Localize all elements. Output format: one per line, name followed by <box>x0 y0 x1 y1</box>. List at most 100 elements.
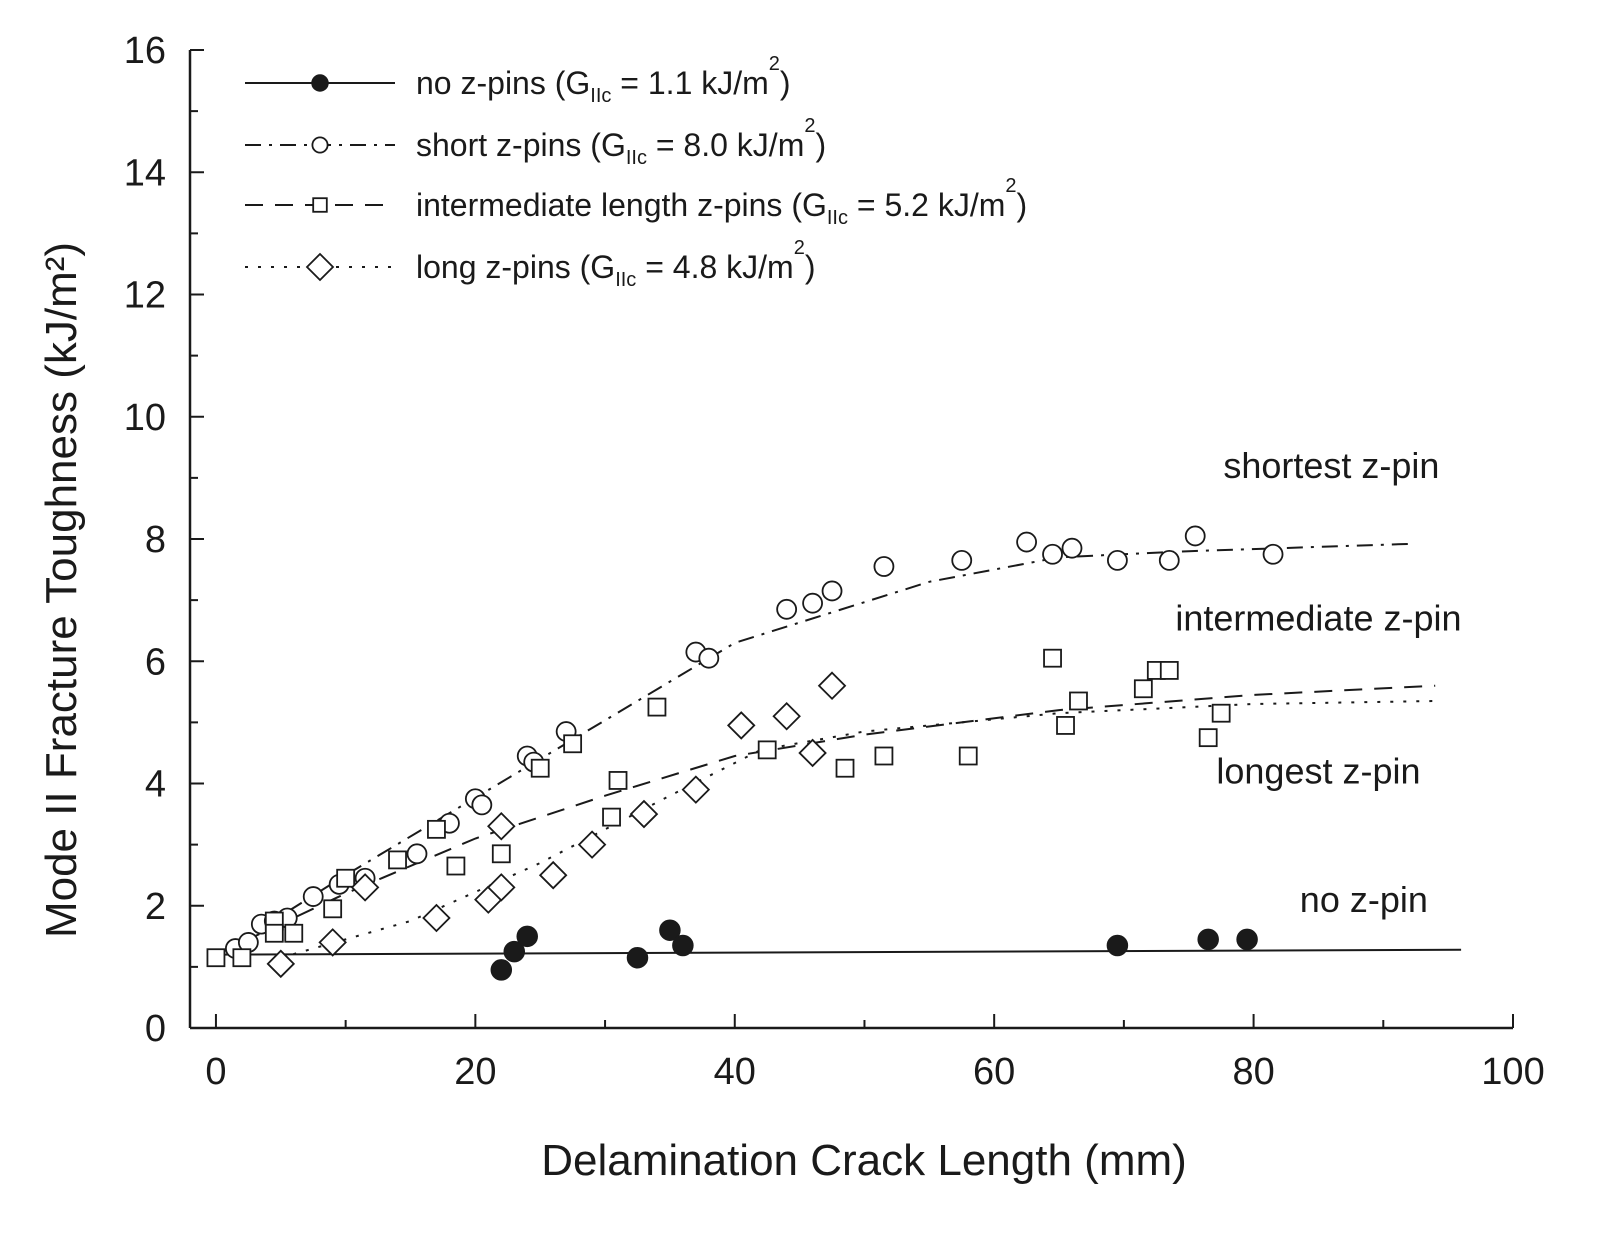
open-square-marker <box>602 807 621 827</box>
open-square-marker <box>874 746 894 766</box>
open-diamond-marker <box>422 903 451 933</box>
x-tick-label: 80 <box>1232 1051 1274 1093</box>
open-diamond-marker <box>681 775 711 804</box>
filled-circle-marker <box>672 934 694 957</box>
open-circle-marker <box>1016 531 1038 553</box>
open-circle-marker <box>1061 537 1083 559</box>
open-square-marker <box>835 758 855 778</box>
open-diamond-marker <box>772 701 801 731</box>
open-square-marker <box>336 868 356 888</box>
filled-circle-marker <box>311 74 329 92</box>
open-square-marker <box>608 771 628 790</box>
open-square-marker <box>323 899 343 919</box>
open-diamond-marker <box>726 711 756 740</box>
open-square-marker <box>958 746 978 766</box>
x-tick-label: 40 <box>714 1051 756 1093</box>
open-diamond-marker <box>350 873 380 902</box>
filled-circle-marker <box>659 919 681 941</box>
series-1-fit-line <box>228 542 1410 950</box>
open-circle-marker <box>471 794 493 816</box>
open-square-marker <box>757 740 777 760</box>
open-square-marker <box>1211 703 1231 723</box>
open-square-marker <box>1043 648 1062 668</box>
y-tick-label: 2 <box>145 886 166 928</box>
open-square-marker <box>427 819 446 839</box>
open-diamond-marker <box>629 799 659 829</box>
open-square-marker <box>647 697 667 717</box>
open-square-marker <box>232 948 252 968</box>
series-2-fit-line <box>215 684 1436 956</box>
y-tick-label: 16 <box>124 30 166 72</box>
y-tick-label: 6 <box>145 641 166 683</box>
y-tick-label: 10 <box>124 397 166 439</box>
legend-label-3: long z-pins (GIIc = 4.8 kJ/m2) <box>416 237 815 291</box>
open-circle-marker <box>951 549 973 571</box>
filled-circle-marker <box>1106 934 1129 957</box>
open-diamond-marker <box>318 928 347 957</box>
open-diamond-marker <box>798 738 827 768</box>
open-circle-marker <box>873 556 895 577</box>
open-square-marker <box>1159 661 1179 680</box>
x-tick-label: 20 <box>454 1051 496 1093</box>
filled-circle-marker <box>516 925 538 948</box>
open-circle-marker <box>1042 543 1063 565</box>
open-diamond-marker <box>487 812 516 841</box>
annotation-label: shortest z-pin <box>1223 445 1439 486</box>
open-square-marker <box>1198 728 1218 748</box>
open-square-marker <box>206 948 226 968</box>
open-square-marker <box>388 850 407 870</box>
x-tick-label: 0 <box>205 1051 226 1093</box>
open-circle-marker <box>311 136 329 154</box>
open-square-marker <box>1056 716 1075 735</box>
open-circle-marker <box>1184 525 1206 547</box>
y-tick-label: 0 <box>145 1008 166 1050</box>
y-axis-title: Mode II Fracture Toughness (kJ/m²) <box>37 242 86 938</box>
filled-circle-marker <box>503 940 526 963</box>
open-diamond-marker <box>487 873 516 902</box>
legend-label-0: no z-pins (GIIc = 1.1 kJ/m2) <box>416 53 791 107</box>
open-square-marker <box>284 923 304 943</box>
open-circle-marker <box>1262 543 1284 565</box>
filled-circle-marker <box>1236 928 1258 951</box>
data-markers <box>206 525 1284 981</box>
open-diamond-marker <box>577 830 607 859</box>
filled-circle-marker <box>1197 928 1219 951</box>
open-square-marker <box>530 758 550 778</box>
open-square-marker <box>491 844 511 864</box>
open-circle-marker <box>406 843 428 865</box>
open-circle-marker <box>1106 549 1128 571</box>
fit-lines <box>215 542 1462 959</box>
y-tick-label: 8 <box>145 519 166 561</box>
open-square-marker <box>563 734 583 754</box>
open-diamond-marker <box>538 860 568 890</box>
open-square-marker <box>264 923 284 943</box>
x-tick-label: 100 <box>1481 1051 1544 1093</box>
open-square-marker <box>1069 691 1088 711</box>
annotation-label: intermediate z-pin <box>1175 598 1461 639</box>
open-square-marker <box>446 856 466 876</box>
legend-label-1: short z-pins (GIIc = 8.0 kJ/m2) <box>416 115 826 169</box>
annotations: shortest z-pin intermediate z-pin longest … <box>1175 445 1461 920</box>
open-diamond-marker <box>817 671 847 700</box>
open-square-marker <box>1133 679 1153 699</box>
open-circle-marker <box>698 647 720 669</box>
annotation-label: no z-pin <box>1300 879 1428 920</box>
open-diamond-marker <box>305 252 335 282</box>
open-diamond-marker <box>266 949 296 979</box>
x-tick-label: 60 <box>973 1051 1015 1093</box>
filled-circle-marker <box>626 946 649 969</box>
annotation-label: longest z-pin <box>1216 751 1420 792</box>
open-circle-marker <box>802 592 823 614</box>
series-3-fit-line <box>280 700 1436 959</box>
x-axis-title: Delamination Crack Length (mm) <box>541 1136 1187 1185</box>
legend: no z-pins (GIIc = 1.1 kJ/m2) short z-pins… <box>245 53 1027 291</box>
filled-circle-marker <box>490 959 513 981</box>
y-tick-label: 4 <box>145 764 166 806</box>
y-tick-label: 12 <box>124 275 166 317</box>
y-tick-label: 14 <box>124 152 166 194</box>
open-circle-marker <box>302 886 324 907</box>
open-circle-marker <box>1158 549 1180 571</box>
open-circle-marker <box>776 598 798 620</box>
legend-label-2: intermediate length z-pins (GIIc = 5.2 k… <box>416 175 1027 229</box>
